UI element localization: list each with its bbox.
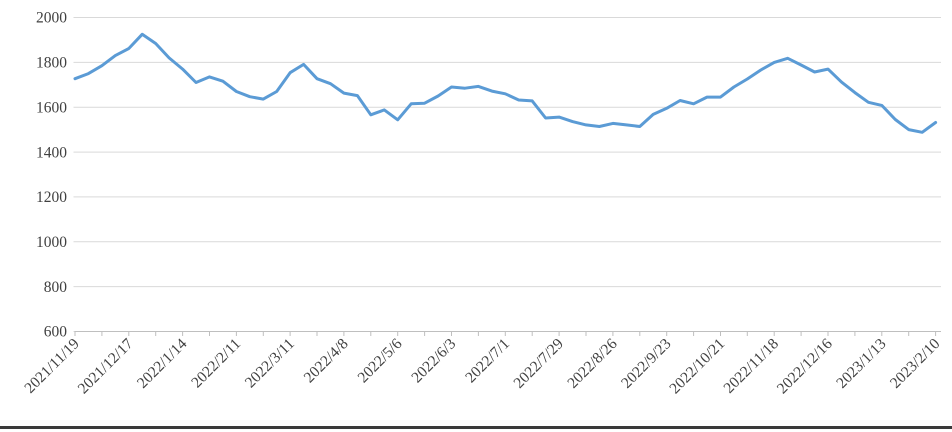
y-axis-label: 1200 [36, 189, 67, 206]
screenshot-bottom-border [0, 426, 952, 429]
y-axis-label: 1800 [36, 55, 67, 72]
series-line [73, 32, 938, 134]
y-axis-label: 1000 [36, 234, 67, 251]
y-axis-label: 2000 [36, 10, 67, 27]
y-axis-label: 1400 [36, 144, 67, 161]
y-axis-label: 600 [44, 324, 68, 341]
y-axis-label: 1600 [36, 99, 67, 116]
y-axis-label: 800 [44, 279, 68, 296]
